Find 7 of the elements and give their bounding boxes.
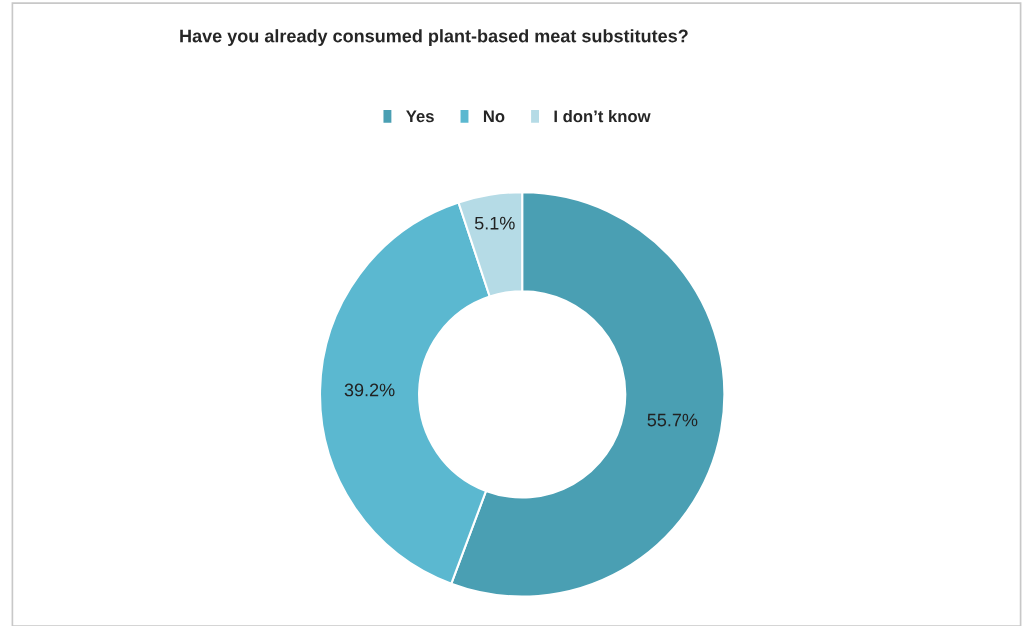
data-label: 55.7% [647, 413, 698, 427]
chart-title: Have you already consumed plant-based meat substitutes? [180, 29, 688, 46]
legend-label: Yes [406, 110, 434, 123]
data-label: 39.2% [344, 383, 395, 397]
legend-label: I don’t know [554, 109, 651, 123]
data-label: 5.1% [474, 216, 515, 230]
legend-label: No [483, 110, 505, 123]
